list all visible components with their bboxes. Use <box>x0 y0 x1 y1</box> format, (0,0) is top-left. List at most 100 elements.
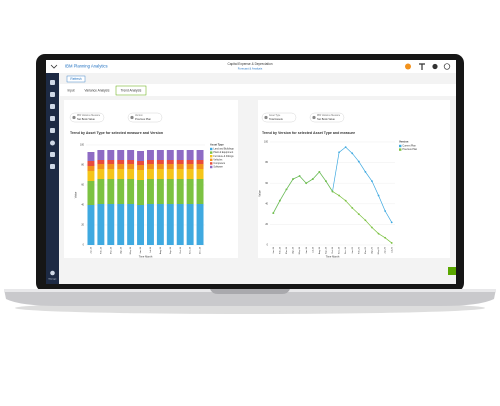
legend-label: Current Plan <box>402 145 416 148</box>
point <box>338 194 340 197</box>
x-tick-label: Mar-20 <box>364 246 367 254</box>
nav-icon[interactable] <box>50 80 55 85</box>
tab[interactable] <box>115 85 147 96</box>
selector[interactable] <box>69 112 105 123</box>
nav-icon[interactable] <box>50 128 55 133</box>
bar-segment <box>166 204 174 245</box>
x-tick-label: Jul-19 <box>150 246 152 253</box>
bar-segment <box>87 152 95 161</box>
bar-segment <box>166 160 174 164</box>
point <box>325 180 327 183</box>
selector[interactable] <box>309 112 345 123</box>
tool-icon[interactable] <box>419 63 425 70</box>
nav-icon[interactable] <box>50 164 55 169</box>
y-tick-label: 20 <box>81 224 84 227</box>
bar-segment <box>166 164 174 169</box>
nav-icon[interactable] <box>50 104 55 109</box>
bar-segment <box>146 160 154 164</box>
x-tick-label: Jun-20 <box>385 246 387 253</box>
point <box>344 146 347 149</box>
legend-swatch <box>210 165 213 169</box>
x-tick-label: Aug-19 <box>318 246 321 254</box>
legend-title: Asset Type <box>210 143 224 147</box>
x-tick-label: Sep-19 <box>325 246 327 254</box>
legend-swatch <box>210 155 213 158</box>
bar-segment <box>137 170 145 180</box>
bar-segment <box>107 160 115 164</box>
notch <box>210 289 290 294</box>
corner-button[interactable] <box>448 267 456 275</box>
selector[interactable] <box>127 112 163 123</box>
sidebar-icons <box>50 80 55 276</box>
selector-label: Asset Type <box>269 114 281 117</box>
x-tick-label: Feb-19 <box>100 246 102 254</box>
nav-icon[interactable] <box>50 152 55 157</box>
bar-segment <box>146 179 154 204</box>
point <box>390 242 393 244</box>
point <box>357 160 360 163</box>
x-tick-label: Nov-19 <box>190 246 192 254</box>
bar-segment <box>176 150 184 160</box>
help-icon[interactable] <box>443 63 451 70</box>
legend-label: Vehicles <box>213 158 223 161</box>
point <box>318 170 321 173</box>
bar-segment <box>137 205 145 245</box>
bar-segment <box>107 150 115 160</box>
selector-value: Net Book Value <box>317 117 335 121</box>
sidebar <box>46 73 59 284</box>
bar-segment <box>156 160 164 164</box>
legend-swatch <box>210 151 213 154</box>
nav-icon[interactable] <box>50 116 55 121</box>
bar-segment <box>107 204 115 245</box>
point <box>338 151 340 154</box>
point <box>371 180 373 183</box>
selector[interactable] <box>261 112 297 123</box>
refresh-button[interactable] <box>66 75 86 83</box>
bar-segment <box>117 204 125 245</box>
nav-icon[interactable] <box>50 92 55 97</box>
notify-icon[interactable] <box>432 63 438 70</box>
bar-segment <box>97 160 105 164</box>
point <box>364 219 367 222</box>
legend-label: Previous Plan <box>402 148 417 151</box>
tab-bar <box>60 84 456 96</box>
bar-segment <box>127 150 135 160</box>
x-tick-label: Jan-19 <box>273 246 275 253</box>
nav-icon[interactable] <box>50 140 55 146</box>
bar-segment <box>176 179 184 204</box>
y-tick-label: 0 <box>83 244 85 247</box>
x-tick-label: Jun-19 <box>306 246 308 253</box>
bar-segment <box>166 179 174 204</box>
y-tick-label: 100 <box>264 141 269 144</box>
bar-segment <box>146 204 154 245</box>
selector-value: Previous Plan <box>135 117 152 121</box>
chart-title: Trend by Asset Type for selected measure… <box>70 131 163 135</box>
y-tick-label: 80 <box>81 164 84 167</box>
x-tick-label: Apr-19 <box>119 246 122 253</box>
y-tick-label: 40 <box>81 204 84 207</box>
tab-label: Trend Analysis <box>121 88 142 92</box>
x-tick-label: May-19 <box>130 246 132 254</box>
bar-segment <box>87 181 95 205</box>
x-axis-title: Time Month <box>139 255 153 259</box>
user-icon[interactable] <box>405 63 411 70</box>
menu-chevron[interactable] <box>50 64 58 69</box>
doc-title: Capital Expense & Depreciation <box>227 62 272 66</box>
x-tick-label: May-20 <box>378 246 380 254</box>
point <box>298 175 301 177</box>
charts: Trend by Asset Type for selected measure… <box>70 131 418 259</box>
legend-label: Software <box>213 166 223 169</box>
selector-label: IBM Variance Measure <box>317 114 341 117</box>
point <box>351 152 354 155</box>
bar-segment <box>117 169 125 179</box>
doc-subtitle[interactable]: Forecast & Analysis <box>238 67 263 71</box>
selector-label: IBM Variance Measure <box>77 114 101 117</box>
selector-label: Version <box>135 114 143 117</box>
legend-label: Land and Buildings <box>213 148 234 151</box>
manage-icon[interactable] <box>50 270 55 276</box>
bar-segment <box>186 150 194 160</box>
point <box>278 199 281 202</box>
bar-segment <box>107 179 115 204</box>
x-tick-label: Mar-19 <box>285 246 288 254</box>
bar-segment <box>137 151 145 161</box>
